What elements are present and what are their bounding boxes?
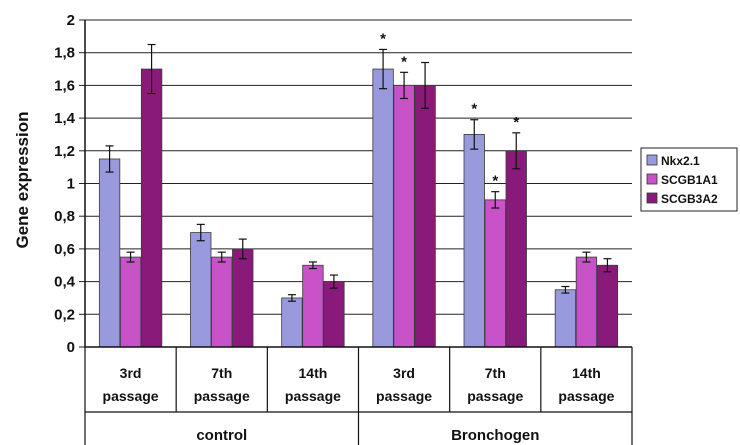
category-label-line2: passage [103,388,159,404]
legend-swatch [646,173,658,185]
bar-scgb3a2 [596,264,619,348]
significance-star: * [401,53,407,70]
legend-swatch [646,154,658,166]
y-tick-label: 0,6 [54,241,75,258]
y-tick-label: 0,8 [54,208,75,225]
legend-label: Nkx2.1 [661,154,700,168]
bar-nkx21 [372,68,394,348]
bar-scgb3a2 [323,281,345,348]
y-tick-label: 2 [67,12,75,29]
y-tick-label: 0 [67,339,75,356]
bar-scgb3a2 [232,248,254,348]
group-labels: control Bronchogen [196,427,539,444]
legend-label: SCGB3A2 [661,192,718,206]
category-label-line1: 7th [211,365,232,381]
y-tick-label: 1,8 [54,45,75,62]
bars [98,68,619,348]
category-label-line2: passage [467,388,523,404]
bar-nkx21 [98,158,121,348]
bar-scgb1a1 [211,256,233,348]
axes [79,19,633,445]
y-tick-labels: 0 0,2 0,4 0,6 0,8 1 1,2 1,4 1,6 1,8 2 [54,12,76,356]
significance-star: * [471,101,477,118]
bar-scgb3a2 [505,150,527,348]
category-label-line1: 3rd [120,365,142,381]
y-tick-label: 1,6 [54,77,75,94]
bar-nkx21 [281,297,303,348]
y-tick-label: 0,4 [54,274,76,291]
legend-label: SCGB1A1 [661,173,718,187]
category-label-line2: passage [194,388,250,404]
bar-scgb1a1 [393,85,415,348]
group-label: Bronchogen [451,427,539,444]
category-labels: 3rd passage 7th passage 14th passage 3rd passag… [103,365,615,404]
bar-scgb3a2 [414,85,436,348]
grid-lines [85,19,632,315]
significance-star: * [492,173,498,190]
bar-nkx21 [554,289,577,348]
y-axis-label: Gene expression [13,111,32,248]
significance-star: * [513,114,519,131]
category-label-line2: passage [558,388,614,404]
category-label-line1: 14th [299,365,328,381]
y-tick-label: 1,4 [54,110,76,127]
y-tick-label: 0,2 [54,306,75,323]
category-label-line1: 3rd [393,365,415,381]
bar-nkx21 [463,134,485,348]
y-tick-label: 1 [67,176,75,193]
bar-scgb1a1 [575,256,598,348]
legend-swatch [646,192,658,204]
bar-scgb1a1 [484,199,506,348]
category-label-line2: passage [376,388,432,404]
error-bars [105,43,612,302]
bar-scgb1a1 [302,264,324,348]
legend: Nkx2.1 SCGB1A1 SCGB3A2 [640,147,738,212]
bar-scgb1a1 [119,256,142,348]
significance-star: * [380,30,386,47]
bar-scgb3a2 [140,68,163,348]
group-label: control [196,427,247,444]
y-tick-label: 1,2 [54,143,75,160]
category-label-line2: passage [285,388,341,404]
bar-nkx21 [190,232,212,348]
significance-markers: * * * * * [380,30,519,189]
category-label-line1: 14th [572,365,601,381]
category-label-line1: 7th [485,365,506,381]
